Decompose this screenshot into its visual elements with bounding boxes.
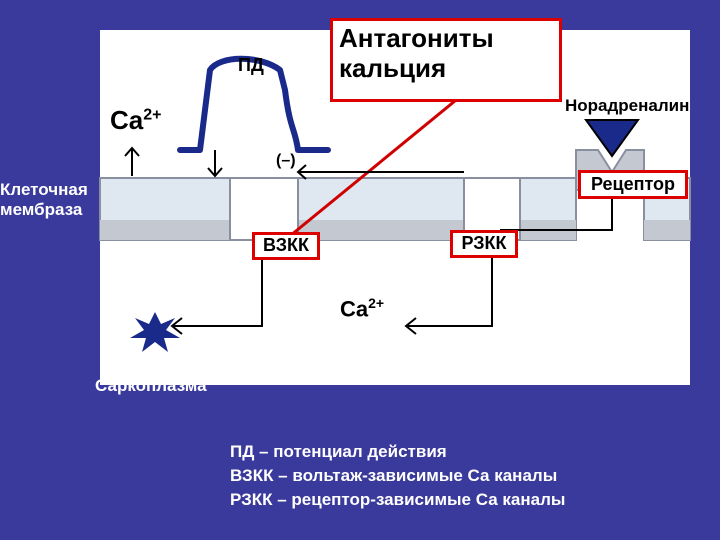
rzkk-text: РЗКК (461, 233, 506, 253)
noradrenaline-label: Норадреналин (565, 96, 689, 116)
receptor-label: Рецептор (578, 170, 688, 199)
title-box: Антагониты кальция (330, 18, 562, 102)
legend-line: РЗКК – рецептор-зависимые Са каналы (230, 488, 565, 512)
title-text: Антагониты кальция (339, 23, 494, 83)
legend-line: ВЗКК – вольтаж-зависимые Са каналы (230, 464, 565, 488)
legend-line: ПД – потенциал действия (230, 440, 565, 464)
minus-label: (–) (276, 152, 296, 170)
receptor-text: Рецептор (591, 174, 675, 194)
pd-label: ПД (238, 55, 264, 76)
vzkk-text: ВЗКК (263, 235, 309, 255)
vzkk-label: ВЗКК (252, 232, 320, 260)
sarcoplasm-label: Саркоплазма (95, 376, 207, 396)
ca-upper: Ca2+ (110, 105, 162, 136)
legend: ПД – потенциал действия ВЗКК – вольтаж-з… (230, 440, 565, 512)
rzkk-label: РЗКК (450, 230, 518, 258)
burst-icon (130, 312, 180, 352)
ca-lower: Ca2+ (340, 295, 384, 322)
membrane-label: Клеточная мембраза (0, 180, 88, 221)
